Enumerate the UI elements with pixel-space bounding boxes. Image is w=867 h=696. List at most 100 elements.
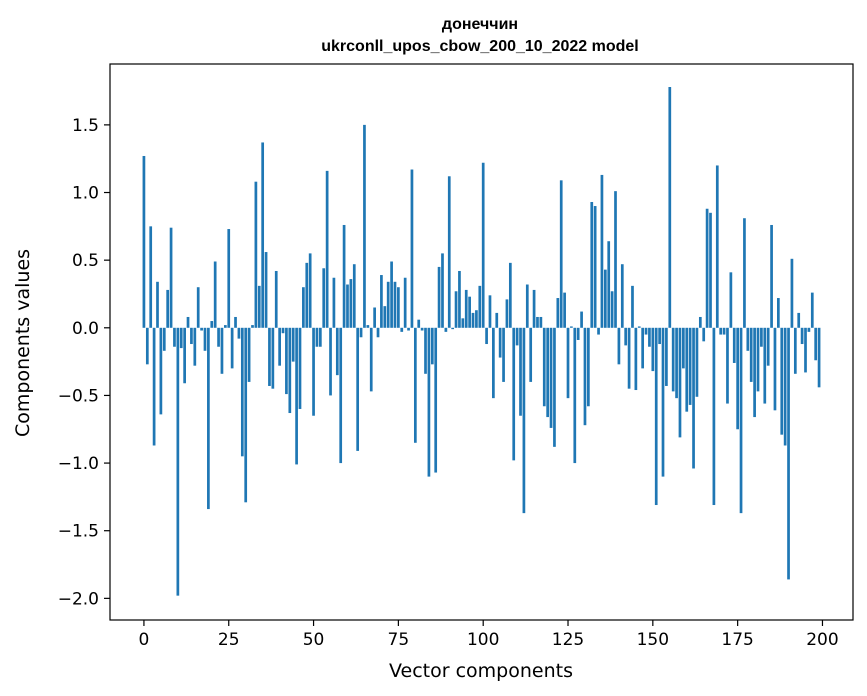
bar — [213, 261, 217, 328]
bar — [152, 327, 156, 446]
y-tick-label: 0.0 — [72, 319, 99, 339]
bar — [451, 327, 455, 330]
bar — [770, 224, 773, 328]
bar — [302, 287, 305, 328]
bar — [780, 327, 784, 435]
bar — [342, 224, 346, 328]
bar — [580, 311, 583, 328]
bar — [298, 327, 302, 409]
bar — [665, 327, 668, 386]
bar — [159, 327, 163, 415]
bar — [698, 316, 702, 328]
y-tick-label: 1.0 — [72, 184, 99, 204]
bar — [417, 319, 421, 328]
bar — [743, 218, 746, 328]
bar — [763, 327, 767, 404]
bar — [675, 327, 678, 399]
bar — [346, 284, 349, 328]
bar — [332, 277, 336, 328]
bar — [366, 325, 370, 328]
bar — [760, 327, 763, 347]
bar — [363, 124, 366, 328]
bar — [644, 327, 648, 335]
bar — [661, 327, 665, 477]
y-tick-label: −1.5 — [58, 522, 99, 542]
bar — [407, 327, 410, 331]
bar — [587, 327, 590, 407]
bar — [709, 212, 712, 328]
bar — [427, 327, 431, 477]
y-tick-label: 1.5 — [72, 116, 99, 136]
bar — [627, 327, 631, 389]
bar — [468, 296, 471, 328]
bar — [536, 316, 539, 328]
axes: 0 25 50 75 100 125 150 175 200 −2.0 −1.5 −1.0 −0.5 0.… — [58, 116, 839, 650]
bar — [312, 327, 315, 416]
bar — [240, 327, 244, 457]
bar — [546, 327, 550, 418]
bar — [223, 325, 227, 328]
bar — [281, 327, 285, 334]
x-tick-label: 75 — [388, 630, 410, 650]
x-axis-label: Vector components — [389, 660, 573, 682]
bar — [356, 327, 360, 451]
x-tick-label: 200 — [806, 630, 838, 650]
bar — [268, 327, 271, 386]
bar — [261, 142, 265, 328]
bar — [746, 327, 750, 351]
bar — [386, 281, 390, 328]
bar — [217, 327, 220, 347]
bar — [658, 327, 661, 345]
bar — [220, 327, 224, 374]
bar — [166, 289, 170, 328]
bar — [688, 327, 692, 405]
bar — [539, 316, 543, 328]
bar — [397, 287, 400, 328]
x-tick-label: 50 — [303, 630, 325, 650]
bar — [142, 155, 146, 328]
bar — [777, 298, 780, 328]
bar — [471, 312, 475, 328]
bar — [756, 327, 760, 392]
bar — [376, 327, 380, 338]
y-tick-label: −1.0 — [58, 454, 99, 474]
bar — [783, 327, 787, 446]
bar — [162, 327, 166, 351]
bar — [732, 327, 736, 363]
bar — [502, 327, 505, 382]
bar — [603, 269, 607, 328]
bar — [230, 327, 234, 369]
bar — [186, 316, 190, 328]
bar — [549, 327, 553, 428]
bar — [814, 327, 818, 361]
bar — [308, 253, 312, 328]
bar — [464, 289, 468, 328]
bar — [193, 327, 197, 366]
bar — [641, 327, 645, 369]
bar — [315, 327, 319, 347]
bar — [288, 327, 292, 414]
bar — [424, 327, 427, 374]
bar — [787, 327, 790, 580]
bar — [227, 229, 231, 328]
bar — [695, 327, 699, 397]
bar — [149, 226, 153, 328]
bar — [610, 291, 614, 328]
bar — [678, 327, 682, 438]
bar — [749, 327, 753, 382]
bar — [800, 327, 804, 345]
bar — [322, 268, 326, 328]
x-tick-label: 175 — [721, 630, 753, 650]
plot-area — [142, 87, 821, 596]
x-tick-label: 25 — [218, 630, 240, 650]
bar — [719, 327, 723, 335]
bar — [793, 327, 797, 374]
bar — [726, 327, 729, 404]
bar — [722, 327, 726, 335]
bar — [434, 327, 438, 473]
bar — [251, 325, 254, 328]
bar — [512, 327, 516, 461]
bar — [600, 174, 604, 328]
x-tick-label: 100 — [467, 630, 499, 650]
